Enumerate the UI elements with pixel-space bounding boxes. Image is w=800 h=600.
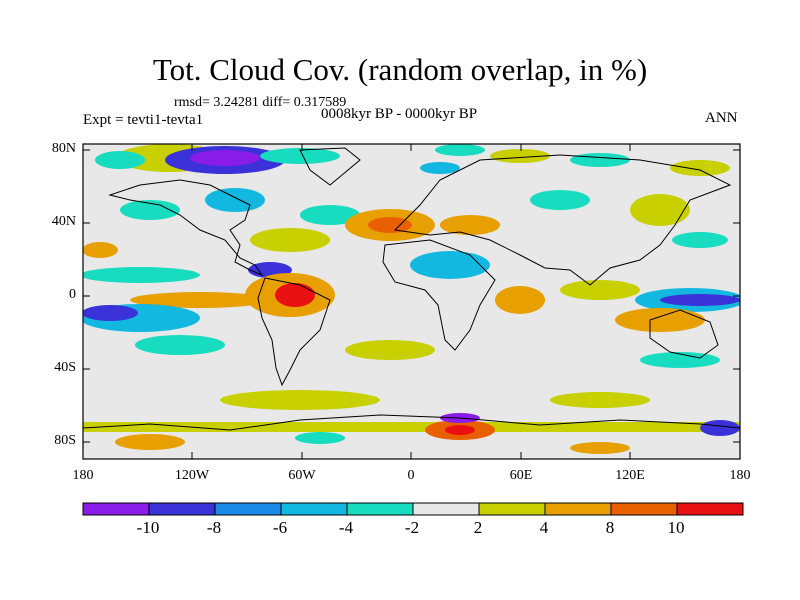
colorbar-box — [346, 502, 414, 516]
x-tick-label: 0 — [407, 468, 415, 483]
colorbar-box — [544, 502, 612, 516]
anomaly-patch — [130, 292, 270, 308]
anomaly-patch — [445, 425, 475, 435]
anomaly-patch — [530, 190, 590, 210]
colorbar-box — [478, 502, 546, 516]
y-tick-label: 80N — [51, 141, 76, 156]
coastline-eurasia — [393, 154, 732, 286]
coastlines — [83, 147, 740, 431]
anomaly-patch — [420, 162, 460, 174]
colorbar-box — [676, 502, 744, 516]
colorbar — [82, 502, 744, 516]
season-label: ANN — [705, 110, 738, 126]
colorbar-box — [82, 502, 150, 516]
anomaly-patch — [115, 434, 185, 450]
anomaly-patch — [205, 188, 265, 212]
figure-title: Tot. Cloud Cov. (random overlap, in %) — [152, 52, 648, 87]
anomaly-patch — [490, 149, 550, 163]
colorbar-box — [148, 502, 216, 516]
x-tick-label: 180 — [729, 468, 751, 483]
colorbar-label: -8 — [206, 518, 222, 537]
x-tick-label: 120W — [174, 468, 210, 483]
colorbar-label: -10 — [136, 518, 160, 537]
anomaly-patch — [260, 148, 340, 164]
colorbar-label: 10 — [667, 518, 685, 537]
stats-label: rmsd= 3.24281 diff= 0.317589 — [174, 95, 347, 110]
x-tick-label: 180 — [72, 468, 94, 483]
anomaly-patch — [345, 340, 435, 360]
anomaly-patch — [368, 217, 412, 233]
anomaly-patch — [660, 294, 740, 306]
anomaly-patch — [83, 267, 200, 283]
anomaly-patch — [495, 286, 545, 314]
coastline-australia — [649, 309, 719, 359]
anomaly-patch — [560, 280, 640, 300]
colorbar-box — [280, 502, 348, 516]
anomaly-patch — [83, 305, 138, 321]
coastline-greenland — [299, 147, 361, 186]
y-tick-label: 40S — [54, 360, 76, 375]
anomaly-patch — [435, 144, 485, 156]
anomaly-patch — [135, 335, 225, 355]
experiment-label: Expt = tevti1-tevta1 — [83, 112, 204, 128]
colorbar-label: 2 — [473, 518, 483, 537]
x-tick-label: 60W — [288, 468, 316, 483]
anomaly-patch — [120, 200, 180, 220]
colorbar-box — [610, 502, 678, 516]
coastline-africa — [382, 239, 496, 351]
coastline-north-america — [108, 179, 264, 277]
coastline-antarctica — [83, 414, 740, 431]
axis-ticks — [82, 144, 741, 459]
anomaly-patch — [220, 390, 380, 410]
anomaly-patch — [550, 392, 650, 408]
colorbar-label: -2 — [404, 518, 420, 537]
anomaly-patch — [275, 283, 315, 307]
anomaly-patch — [250, 228, 330, 252]
anomaly-patch — [672, 232, 728, 248]
anomaly-patch — [670, 160, 730, 176]
anomaly-patch — [630, 194, 690, 226]
colorbar-box — [214, 502, 282, 516]
anomaly-patch — [410, 251, 490, 279]
x-tick-label: 120E — [615, 468, 645, 483]
anomaly-patch — [570, 153, 630, 167]
y-tick-label: 80S — [54, 433, 76, 448]
anomaly-patch — [83, 422, 740, 432]
y-tick-label: 40N — [51, 214, 76, 229]
anomaly-patch — [295, 432, 345, 444]
coastline-south-america — [257, 277, 331, 387]
period-label: 0008kyr BP - 0000kyr BP — [321, 106, 478, 122]
anomaly-patch — [83, 242, 118, 258]
x-tick-label: 60E — [509, 468, 533, 483]
anomaly-patch — [95, 151, 145, 169]
anomaly-patch — [640, 352, 720, 368]
colorbar-label: -4 — [338, 518, 354, 537]
colorbar-label: -6 — [272, 518, 288, 537]
anomaly-patch — [440, 215, 500, 235]
anomaly-patch — [190, 150, 260, 166]
y-tick-label: 0 — [69, 287, 76, 302]
anomaly-patch — [300, 205, 360, 225]
anomaly-patch — [700, 420, 740, 436]
colorbar-box — [412, 502, 480, 516]
colorbar-label: 4 — [539, 518, 549, 537]
anomaly-patch — [570, 442, 630, 454]
anomaly-patch — [615, 308, 705, 332]
colorbar-label: 8 — [605, 518, 615, 537]
